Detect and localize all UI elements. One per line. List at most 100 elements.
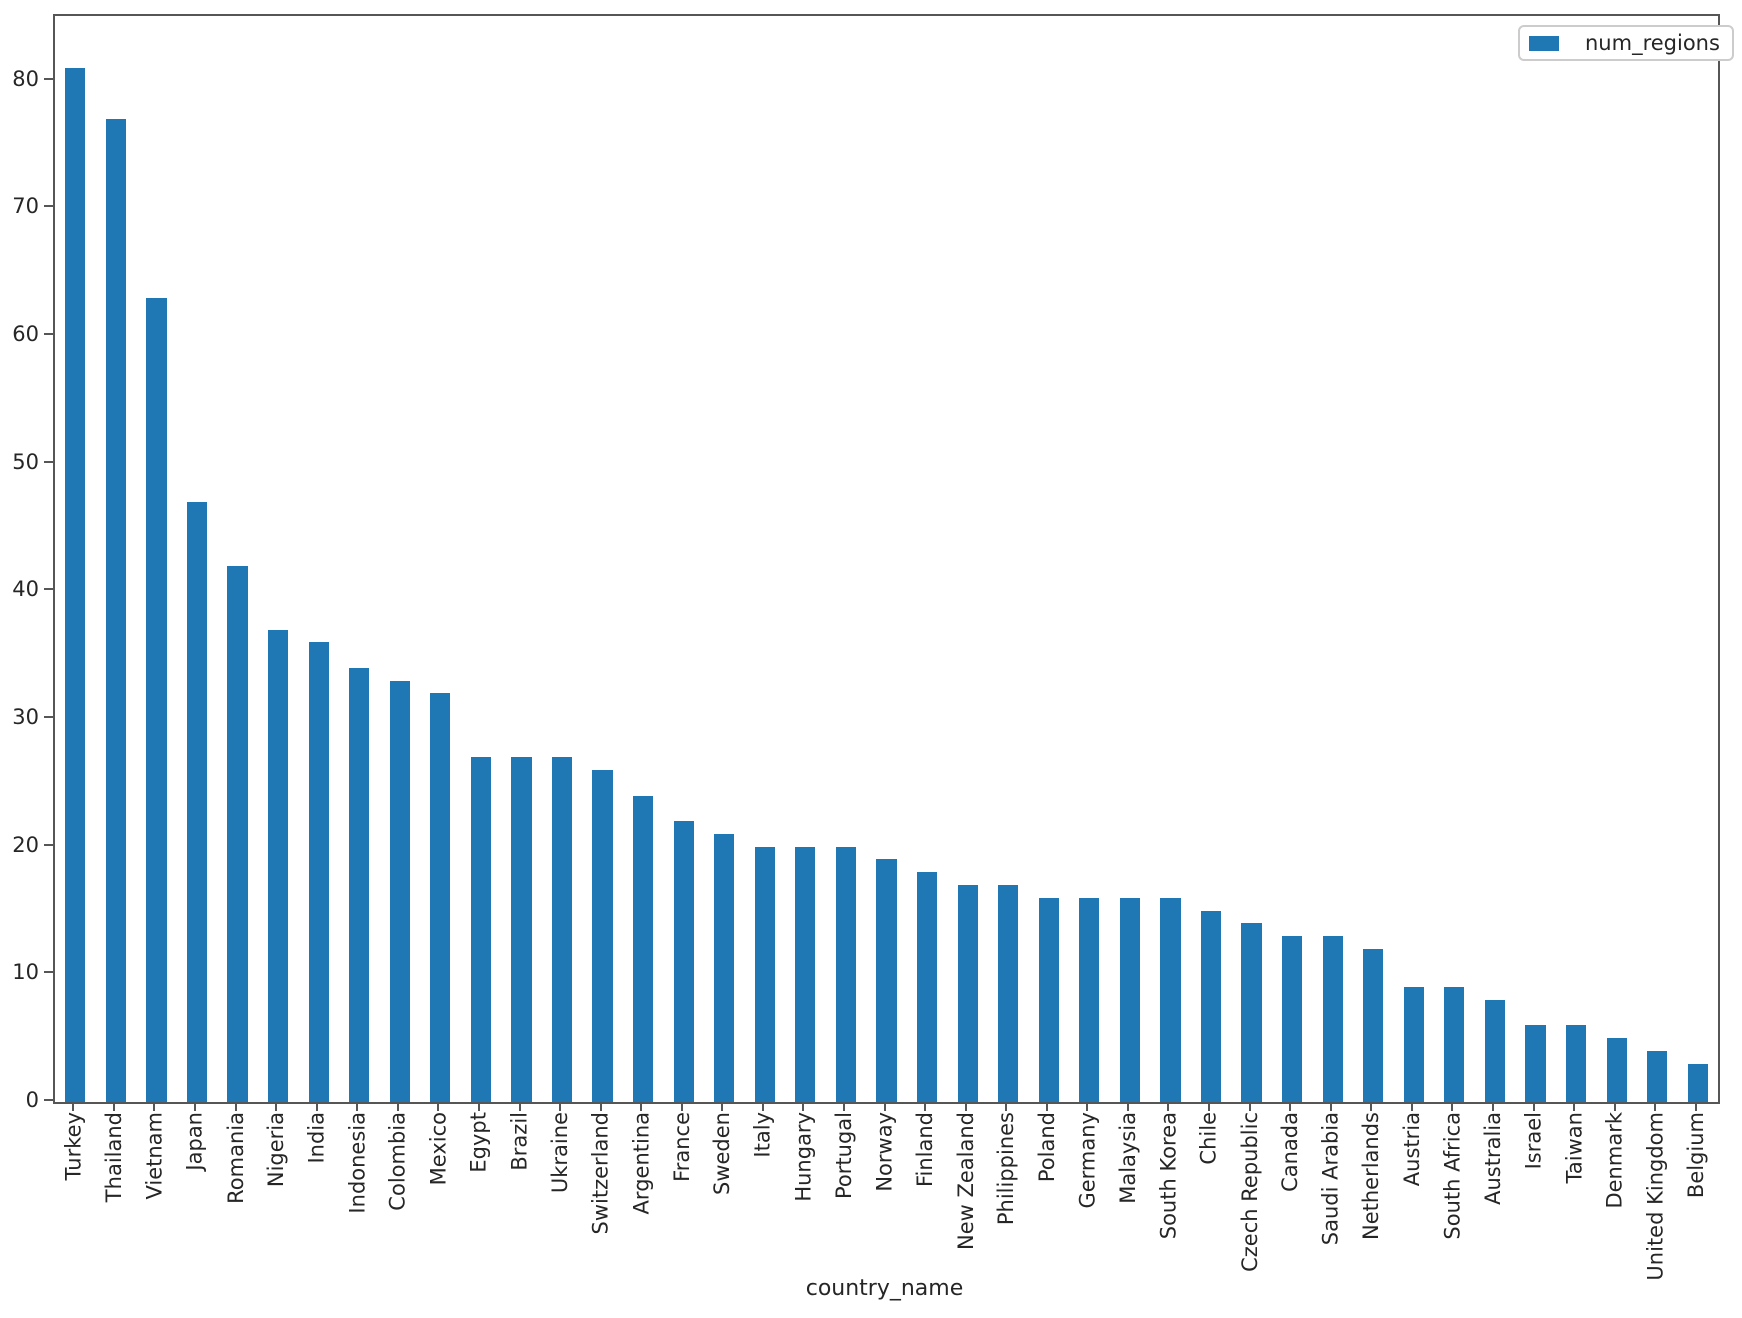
bar	[267, 629, 289, 1102]
bar	[1687, 1063, 1708, 1102]
bar	[876, 859, 897, 1102]
bar	[470, 757, 492, 1102]
x-tick-mark	[112, 1102, 115, 1111]
bar	[1363, 948, 1384, 1102]
x-axis-title: country_name	[805, 1276, 964, 1301]
y-tick-mark	[44, 332, 53, 335]
x-tick-mark	[1086, 1102, 1089, 1111]
x-tick-mark	[680, 1102, 683, 1111]
bar	[754, 846, 775, 1102]
y-tick-label: 60	[12, 321, 39, 346]
x-tick-mark	[1654, 1102, 1657, 1111]
x-tick-mark	[356, 1102, 359, 1111]
bar	[349, 667, 370, 1102]
bar	[1565, 1025, 1587, 1102]
bar	[1322, 936, 1343, 1102]
bar	[592, 770, 613, 1102]
x-tick-mark	[1248, 1102, 1251, 1111]
x-tick-mark	[924, 1102, 927, 1111]
bar	[633, 795, 654, 1102]
bar	[1606, 1038, 1627, 1102]
bar	[1444, 987, 1465, 1102]
x-tick-mark	[964, 1102, 967, 1111]
y-tick-mark	[44, 843, 53, 846]
y-tick-mark	[44, 1099, 53, 1101]
y-tick-mark	[44, 715, 53, 718]
y-tick-label: 80	[12, 66, 39, 91]
x-tick-mark	[1167, 1102, 1170, 1111]
bar	[795, 846, 816, 1102]
x-tick-mark	[1613, 1102, 1616, 1111]
x-tick-mark	[437, 1102, 440, 1111]
bar	[1282, 936, 1303, 1102]
bar	[916, 872, 938, 1102]
legend: num_regions	[1518, 25, 1734, 61]
x-tick-mark	[1045, 1102, 1048, 1111]
bar	[105, 118, 126, 1102]
bar	[998, 884, 1019, 1102]
x-tick-mark	[761, 1102, 764, 1111]
x-tick-mark	[1410, 1102, 1413, 1111]
y-tick-mark	[44, 205, 53, 208]
bar	[1484, 999, 1506, 1102]
x-tick-mark	[640, 1102, 643, 1111]
x-tick-mark	[1126, 1102, 1129, 1111]
x-tick-mark	[477, 1102, 480, 1111]
y-tick-mark	[44, 77, 53, 80]
y-tick-label: 20	[12, 832, 39, 857]
bar	[430, 693, 451, 1102]
x-tick-mark	[1491, 1102, 1494, 1111]
x-tick-mark	[396, 1102, 399, 1111]
bar	[957, 884, 978, 1102]
x-tick-mark	[802, 1102, 805, 1111]
y-tick-label: 40	[12, 577, 39, 602]
bar	[1647, 1050, 1668, 1102]
x-tick-mark	[1573, 1102, 1575, 1111]
y-tick-label: 30	[12, 704, 39, 729]
x-tick-mark	[1694, 1102, 1697, 1111]
bar	[146, 297, 167, 1102]
x-tick-mark	[1370, 1102, 1373, 1111]
y-tick-label: 10	[12, 960, 39, 985]
x-tick-mark	[153, 1102, 156, 1111]
x-tick-mark	[234, 1102, 237, 1111]
x-tick-mark	[842, 1102, 845, 1111]
bar	[835, 846, 857, 1102]
x-tick-mark	[315, 1102, 318, 1111]
y-tick-label: 50	[12, 449, 39, 474]
bar	[1119, 897, 1140, 1102]
bar	[389, 680, 410, 1102]
x-tick-mark	[1532, 1102, 1535, 1111]
bar	[65, 67, 86, 1102]
bar	[511, 757, 532, 1102]
y-tick-label: 70	[12, 194, 39, 219]
x-tick-mark	[1208, 1102, 1210, 1111]
x-tick-mark	[559, 1102, 561, 1111]
bar	[714, 833, 735, 1102]
y-tick-label: 0	[25, 1088, 39, 1112]
plot-area	[53, 14, 1720, 1104]
x-tick-mark	[518, 1102, 521, 1111]
x-tick-mark	[1289, 1102, 1292, 1111]
bar	[1525, 1025, 1546, 1102]
bar	[1038, 897, 1059, 1102]
bar	[308, 642, 329, 1102]
y-tick-mark	[44, 460, 53, 463]
legend-swatch-icon	[1529, 35, 1559, 51]
x-tick-mark	[599, 1102, 602, 1111]
y-tick-mark	[44, 588, 53, 591]
bar	[1079, 897, 1100, 1102]
legend-label: num_regions	[1585, 31, 1720, 55]
x-tick-mark	[275, 1102, 278, 1111]
bar	[1403, 987, 1424, 1102]
x-tick-mark	[1451, 1102, 1454, 1111]
x-tick-mark	[721, 1102, 724, 1111]
bar	[186, 501, 208, 1102]
bar	[227, 565, 248, 1102]
x-tick-mark	[72, 1102, 75, 1111]
bar	[1160, 897, 1181, 1102]
x-tick-mark	[883, 1102, 886, 1111]
y-tick-mark	[44, 971, 53, 974]
x-tick-mark	[1005, 1102, 1008, 1111]
